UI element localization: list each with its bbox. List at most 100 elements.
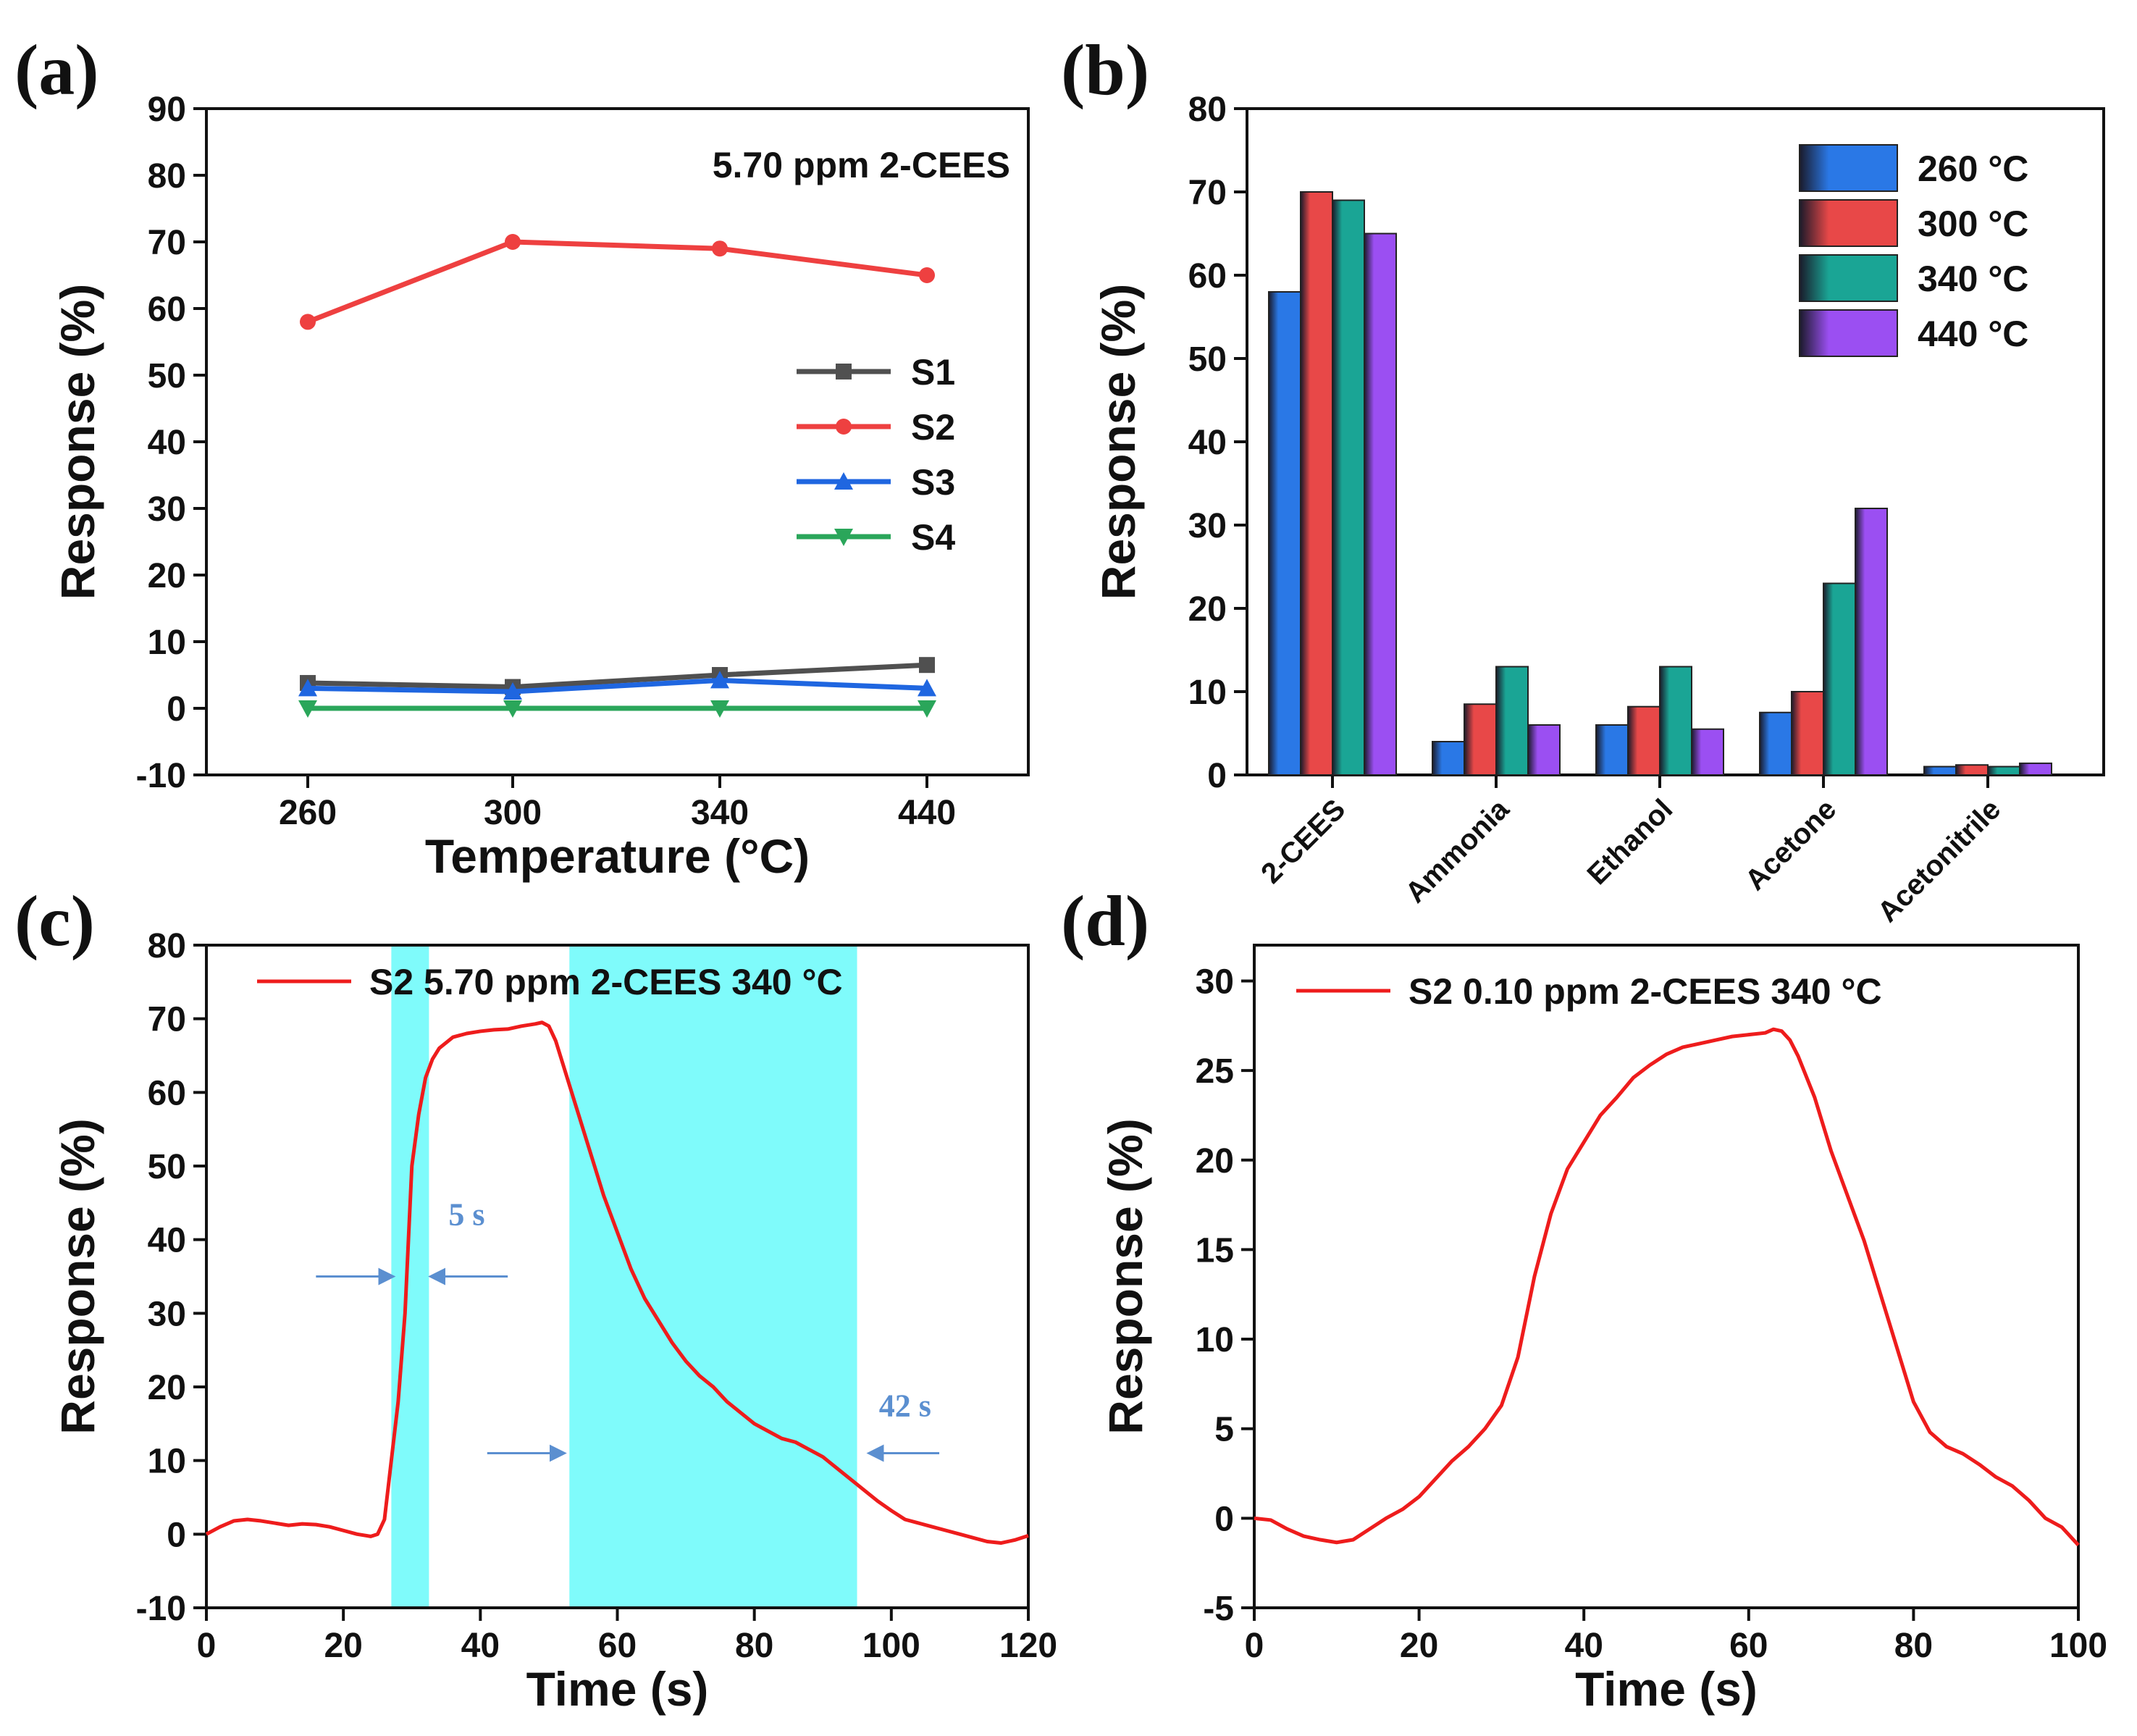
y-tick-label: 90 [148,91,186,129]
marker-circle [919,267,935,283]
x-tick-label: 440 [898,794,956,832]
y-tick-label: 50 [1188,340,1227,379]
y-tick-label: 80 [1188,91,1227,129]
marker-triangle-up [710,671,729,689]
marker-triangle-up [503,682,522,700]
legend-label-S2: S2 [911,407,955,448]
y-tick-label: -10 [136,757,186,795]
x-tick-label: 300 [484,794,542,832]
y-tick-label: 10 [1196,1321,1234,1359]
bar [1268,291,1301,776]
y-axis-label: Response (%) [51,284,104,600]
marker-square [919,657,935,674]
legend-swatch [1799,199,1898,247]
plot-frame-a [205,107,1030,776]
y-tick-label: 40 [148,1222,186,1260]
bar [1955,764,1989,776]
chart-b: 0 10 20 30 40 50 60 70 80 Response (%) 2-CEES Ammon… [1091,91,2105,928]
marker-triangle-up [834,472,853,490]
x-tick-label: 260 [279,794,337,832]
y-tick-label: 10 [148,1443,186,1481]
bar [1987,766,2020,776]
legend-label-S1: S1 [911,352,955,393]
series-line-S1 [307,662,928,690]
legend-label: S2 0.10 ppm 2-CEES 340 °C [1408,971,1882,1012]
y-tick-label: 0 [167,690,186,729]
y-tick-label: -10 [136,1590,186,1628]
bar [1332,199,1365,776]
x-tick-label: 120 [999,1627,1057,1665]
x-tick-label: 60 [1729,1627,1768,1665]
legend-label: 260 °C [1918,148,2028,189]
x-tick-label: 100 [862,1627,920,1665]
x-tick-label: 80 [1894,1627,1933,1665]
series-line-S3 [307,677,928,695]
annotation-label: 5 s [448,1196,484,1232]
y-tick-label: 0 [1207,757,1227,795]
legend-label-S4: S4 [911,517,955,558]
x-tick-label: 0 [1245,1627,1264,1665]
y-axis-label: Response (%) [1091,284,1145,600]
x-tick-label: 20 [324,1627,362,1665]
bar [1923,766,1957,776]
y-tick-label: 70 [1188,174,1227,212]
bar [1495,666,1529,776]
bar [1464,703,1497,776]
marker-triangle-down [918,700,936,718]
chart-a: -10 0 10 20 30 40 50 60 70 80 90 Response (%) 260 300… [51,91,1030,883]
x-tick-label: Acetonitrile [1872,793,2007,928]
x-tick-label: 80 [735,1627,773,1665]
marker-triangle-down [503,700,522,718]
marker-triangle-down [834,529,853,546]
x-tick-label: Ethanol [1582,793,1679,891]
y-tick-label: 30 [148,1295,186,1333]
legend-label-S3: S3 [911,462,955,503]
bar [1791,691,1824,776]
y-tick-label: 70 [148,224,186,262]
y-tick-label: 40 [1188,424,1227,462]
bar [1527,724,1561,776]
annotation-label: 42 s [879,1388,931,1424]
plot-frame-d [1253,944,2080,1609]
marker-circle [300,314,316,330]
y-tick-label: -5 [1203,1590,1234,1628]
bar [1595,724,1629,776]
marker-circle [712,240,728,257]
y-axis-label: Response (%) [51,1118,104,1434]
y-tick-label: 0 [1214,1500,1234,1538]
marker-triangle-down [710,700,729,718]
legend-label: 340 °C [1918,259,2028,299]
y-tick-label: 60 [1188,257,1227,295]
y-tick-label: 30 [1196,963,1234,1001]
annotation-text: 5.70 ppm 2-CEES [713,145,1010,185]
x-axis-label: Time (s) [1575,1662,1758,1716]
y-tick-label: 20 [148,557,186,595]
marker-square [836,364,852,380]
marker-circle [836,419,852,435]
y-tick-label: 10 [148,624,186,662]
bar [1691,728,1724,776]
bar [1823,582,1856,776]
y-tick-label: 15 [1196,1231,1234,1270]
y-tick-label: 30 [1188,507,1227,545]
x-tick-label: 40 [1565,1627,1603,1665]
x-tick-label: 0 [197,1627,217,1665]
chart-c: -10 0 10 20 30 40 50 60 70 80 Response (%) 0 20 40 60 8… [51,927,1057,1716]
y-tick-label: 50 [148,357,186,395]
marker-triangle-up [298,679,317,697]
x-tick-label: 60 [598,1627,637,1665]
y-tick-label: 10 [1188,674,1227,712]
x-tick-label: 2-CEES [1255,793,1351,889]
y-axis-label: Response (%) [1099,1118,1152,1434]
bar [1759,711,1792,776]
y-tick-label: 20 [1196,1142,1234,1181]
legend-swatch [1799,144,1898,192]
bar [2019,762,2052,776]
panel-label-a: (a) [14,30,99,110]
shaded-region [391,945,429,1608]
marker-triangle-down [298,700,317,718]
shaded-region [569,945,857,1608]
bar [1855,508,1888,776]
x-tick-label: Acetone [1739,793,1843,897]
